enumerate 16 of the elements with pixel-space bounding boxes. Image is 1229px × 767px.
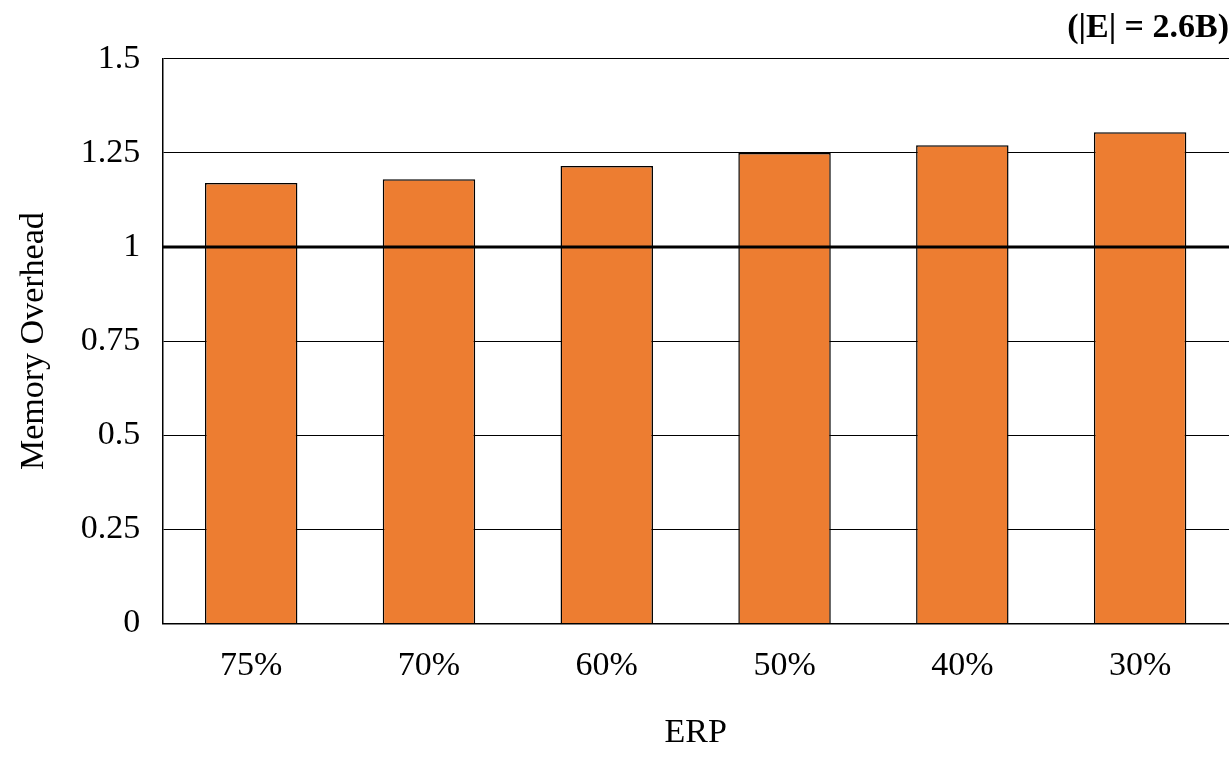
- x-tick-label: 75%: [220, 644, 283, 682]
- x-tick-label: 60%: [575, 644, 638, 682]
- y-tick-label: 1: [123, 225, 141, 263]
- x-axis-title: ERP: [664, 711, 727, 749]
- y-tick-label: 0.5: [97, 414, 141, 452]
- y-tick-label: 1.5: [97, 37, 141, 75]
- chart-title: (|E| = 2.6B): [1067, 7, 1229, 46]
- x-tick-label: 50%: [753, 644, 816, 682]
- x-tick-label: 40%: [931, 644, 994, 682]
- y-tick-label: 0: [123, 602, 141, 640]
- x-tick-label: 70%: [397, 644, 461, 682]
- y-tick-label: 0.75: [80, 320, 141, 358]
- x-tick-label: 30%: [1108, 644, 1172, 682]
- y-axis-title: Memory Overhead: [13, 212, 51, 470]
- y-tick-label: 1.25: [80, 131, 141, 169]
- y-tick-label: 0.25: [80, 508, 141, 546]
